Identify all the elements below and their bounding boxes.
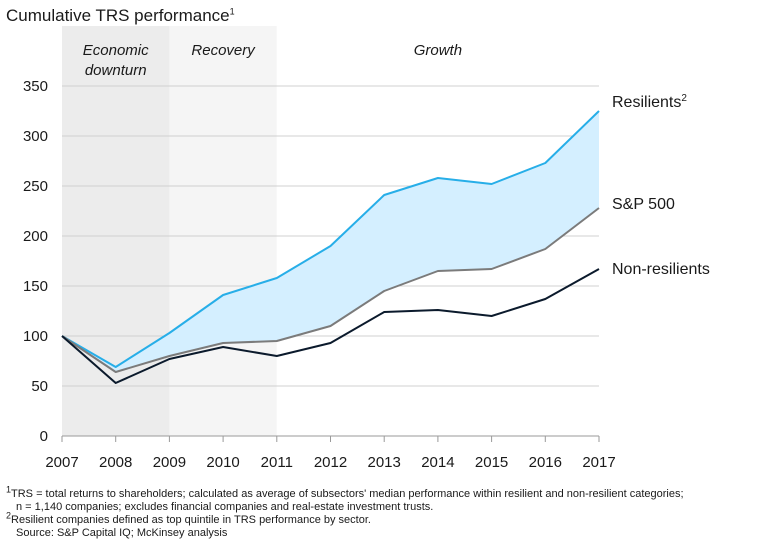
x-tick-label-5: 2012 [314,454,347,471]
y-tick-label-1: 50 [31,378,48,395]
x-tick-label-8: 2015 [475,454,508,471]
footnote-mark-0: 1 [6,484,12,495]
y-tick-label-2: 100 [23,328,48,345]
footnote-2: 2Resilient companies defined as top quin… [6,511,371,527]
y-tick-label-4: 200 [23,228,48,245]
y-tick-label-7: 350 [23,78,48,95]
y-tick-label-3: 150 [23,278,48,295]
y-tick-label-5: 250 [23,178,48,195]
series-label-0: Resilients2 [612,93,687,111]
footnote-3: Source: S&P Capital IQ; McKinsey analysi… [16,527,227,540]
y-tick-label-0: 0 [40,428,48,445]
phase-band-1 [169,26,277,436]
footnote-0: 1TRS = total returns to shareholders; ca… [6,485,684,501]
footnote-text-0: TRS = total returns to shareholders; cal… [11,488,684,500]
phase-label-1-0: Recovery [191,42,256,59]
x-tick-label-6: 2013 [368,454,401,471]
y-tick-label-6: 300 [23,128,48,145]
chart-title: Cumulative TRS performance1 [6,6,235,26]
x-tick-label-10: 2017 [582,454,615,471]
x-tick-label-2: 2009 [153,454,186,471]
series-label-2: Non-resilients [612,261,710,278]
footnote-text-3: Source: S&P Capital IQ; McKinsey analysi… [16,527,228,539]
x-tick-label-1: 2008 [99,454,132,471]
series-line-2 [61,268,600,384]
band-area [62,111,599,372]
footnote-mark-2: 2 [6,510,12,521]
footnote-text-1: n = 1,140 companies; excludes financial … [16,501,434,513]
chart-title-text: Cumulative TRS performance [6,6,230,25]
series-line-0 [61,110,600,368]
x-tick-label-3: 2010 [206,454,239,471]
series-label-1: S&P 500 [612,196,675,213]
series-line-1 [61,207,600,373]
x-tick-label-4: 2011 [261,454,293,471]
phase-label-0-1: downturn [85,62,147,79]
x-tick-label-7: 2014 [421,454,454,471]
footnote-1: n = 1,140 companies; excludes financial … [16,501,433,514]
chart-title-note: 1 [229,6,235,17]
series-label-note-0: 2 [681,93,687,104]
x-tick-label-9: 2016 [529,454,562,471]
phase-band-0 [62,26,170,436]
phase-label-0-0: Economic [83,42,149,59]
phase-label-2-0: Growth [414,42,462,59]
x-tick-label-0: 2007 [45,454,78,471]
footnote-text-2: Resilient companies defined as top quint… [11,514,371,526]
